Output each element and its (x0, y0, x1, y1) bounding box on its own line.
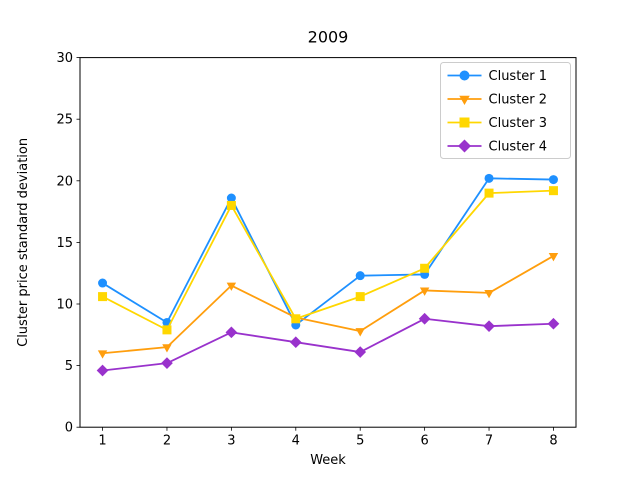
data-point-week-3 (226, 200, 236, 210)
legend-label: Cluster 3 (489, 116, 548, 131)
y-tick-label: 0 (65, 421, 73, 436)
data-point-week-1 (98, 278, 108, 288)
data-point-week-8 (548, 186, 558, 196)
data-point-week-1 (98, 292, 108, 302)
series-cluster-4 (96, 312, 560, 377)
legend-item-cluster-1: Cluster 1 (447, 69, 548, 84)
data-point-week-6 (418, 312, 431, 325)
data-point-week-6 (419, 287, 430, 296)
legend-item-cluster-4: Cluster 4 (447, 139, 548, 155)
x-tick-label: 1 (98, 434, 106, 449)
legend-label: Cluster 2 (489, 93, 548, 108)
legend-marker-square (459, 117, 470, 128)
data-point-week-5 (355, 292, 365, 302)
legend-label: Cluster 4 (489, 140, 548, 155)
x-tick-label: 2 (163, 434, 171, 449)
y-tick-label: 15 (56, 236, 73, 251)
data-point-week-1 (97, 350, 108, 359)
y-tick-label: 25 (56, 113, 73, 128)
y-tick-label: 10 (56, 298, 73, 313)
data-point-week-7 (483, 320, 495, 333)
legend-item-cluster-3: Cluster 3 (447, 116, 548, 131)
data-point-week-7 (484, 188, 494, 198)
chart-title: 2009 (308, 28, 349, 47)
x-axis-label: Week (310, 453, 346, 468)
legend-frame (440, 62, 571, 159)
y-tick-label: 30 (56, 51, 73, 66)
y-tick-label: 5 (65, 359, 73, 374)
y-tick-label: 20 (56, 174, 73, 189)
legend-marker-diamond (458, 139, 471, 153)
data-point-week-8 (548, 175, 558, 185)
data-point-week-7 (484, 289, 494, 299)
data-point-week-2 (162, 325, 172, 335)
data-point-week-3 (225, 326, 238, 339)
series-line (102, 189, 554, 331)
data-point-week-7 (484, 173, 494, 183)
x-tick-label: 6 (420, 434, 428, 449)
legend-marker-triangle-down (459, 95, 470, 105)
x-tick-label: 3 (227, 434, 235, 449)
data-point-week-2 (162, 344, 172, 353)
data-point-week-4 (291, 314, 301, 324)
y-axis-label: Cluster price standard deviation (16, 138, 31, 347)
legend-label: Cluster 1 (489, 69, 548, 84)
data-point-week-4 (289, 336, 302, 349)
series-line (102, 255, 554, 355)
legend-marker-circle (459, 70, 470, 81)
data-point-week-5 (355, 328, 365, 337)
data-point-week-3 (226, 193, 236, 203)
series-cluster-2 (97, 253, 559, 359)
series-cluster-3 (98, 186, 558, 335)
data-point-week-5 (354, 346, 367, 358)
data-point-week-6 (420, 263, 430, 273)
data-point-week-5 (355, 271, 365, 281)
x-tick-label: 7 (485, 434, 493, 449)
data-point-week-8 (547, 317, 560, 330)
x-tick-label: 5 (356, 434, 364, 449)
data-point-week-8 (548, 253, 559, 262)
data-point-week-3 (226, 282, 237, 291)
series-line (102, 177, 554, 326)
series-line (102, 317, 554, 372)
data-point-week-1 (96, 364, 109, 377)
legend-item-cluster-2: Cluster 2 (447, 93, 548, 108)
x-tick-label: 8 (549, 434, 557, 449)
data-point-week-2 (161, 357, 173, 369)
x-tick-label: 4 (292, 434, 300, 449)
